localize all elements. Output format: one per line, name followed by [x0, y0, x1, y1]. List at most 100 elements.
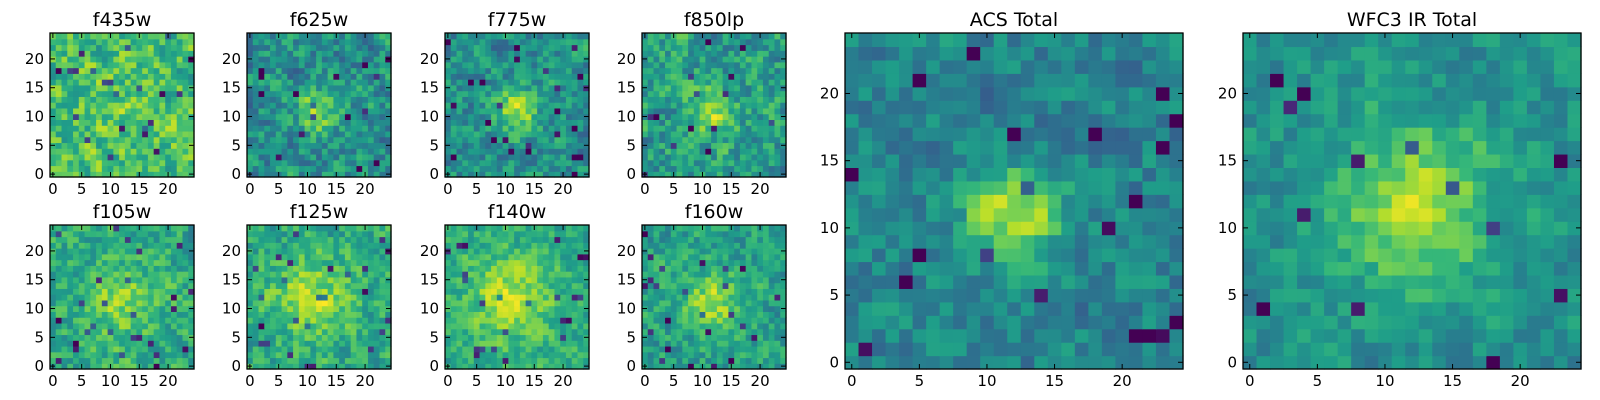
x-tick-label: 5 — [77, 372, 87, 390]
heatmap-cell — [722, 288, 729, 295]
heatmap-cell — [96, 148, 103, 155]
heatmap-cell — [670, 107, 678, 115]
heatmap-cell — [473, 56, 481, 63]
heatmap-cell — [462, 259, 469, 266]
heatmap-cell — [344, 276, 352, 284]
heatmap-cell — [293, 153, 300, 161]
heatmap-cell — [647, 79, 655, 86]
heatmap-cell — [73, 33, 80, 40]
heatmap-cell — [745, 363, 753, 370]
heatmap-cell — [762, 119, 770, 126]
heatmap-cell — [583, 153, 590, 161]
heatmap-cell — [327, 44, 334, 51]
heatmap-cell — [281, 340, 288, 347]
heatmap-cell — [542, 33, 550, 40]
heatmap-cell — [252, 102, 260, 109]
heatmap-cell — [281, 79, 288, 86]
heatmap-cell — [688, 56, 695, 63]
heatmap-cell — [281, 113, 288, 120]
heatmap-cell — [491, 153, 498, 161]
heatmap-cell — [176, 119, 184, 126]
heatmap-cell — [745, 305, 753, 312]
heatmap-cell — [107, 322, 114, 330]
heatmap-cell — [73, 294, 80, 301]
heatmap-cell — [373, 119, 381, 126]
heatmap-cell — [270, 282, 277, 289]
heatmap-cell — [264, 299, 271, 307]
heatmap-cell — [147, 136, 155, 144]
heatmap-cell — [728, 305, 735, 312]
y-tick-label: 10 — [420, 300, 439, 318]
heatmap-cell — [468, 33, 475, 40]
heatmap-cell — [502, 242, 509, 249]
heatmap-cell — [339, 96, 346, 103]
axes-frame — [444, 32, 590, 178]
heatmap-cell — [84, 259, 91, 266]
heatmap-cell — [258, 165, 265, 172]
heatmap-cell — [67, 236, 74, 243]
heatmap-cell — [491, 248, 498, 255]
heatmap-cell — [379, 351, 386, 359]
heatmap-cell — [525, 102, 532, 109]
heatmap-cell — [565, 351, 573, 359]
heatmap-cell — [670, 357, 678, 364]
heatmap-cell — [385, 271, 392, 278]
heatmap-cell — [61, 96, 68, 103]
heatmap-cell — [496, 113, 504, 120]
heatmap-cell — [130, 73, 137, 80]
heatmap-cell — [485, 288, 492, 295]
heatmap-cell — [542, 334, 550, 341]
heatmap-cell — [50, 136, 57, 144]
heatmap-cell — [519, 119, 527, 126]
heatmap-cell — [84, 153, 91, 161]
heatmap-cell — [182, 299, 189, 307]
heatmap-cell — [514, 230, 521, 238]
heatmap-cell — [745, 317, 753, 324]
heatmap-cell — [479, 38, 486, 46]
heatmap-cell — [496, 136, 504, 144]
heatmap-cell — [73, 125, 80, 132]
heatmap-cell — [514, 56, 521, 63]
heatmap-cell — [373, 317, 381, 324]
heatmap-cell — [647, 119, 655, 126]
heatmap-cell — [350, 294, 358, 301]
heatmap-cell — [385, 50, 392, 57]
heatmap-cell — [577, 153, 584, 161]
heatmap-cell — [96, 33, 103, 40]
heatmap-cell — [176, 79, 184, 86]
heatmap-cell — [642, 357, 649, 364]
heatmap-cell — [450, 340, 458, 347]
heatmap-cell — [554, 317, 561, 324]
heatmap-cell — [659, 44, 666, 51]
heatmap-cell — [339, 38, 346, 46]
heatmap-cell — [281, 84, 288, 92]
heatmap-cell — [113, 119, 120, 126]
heatmap-cell — [571, 322, 579, 330]
heatmap-cell — [356, 33, 363, 40]
heatmap-cell — [321, 294, 329, 301]
heatmap-cell — [147, 171, 155, 178]
heatmap-cell — [762, 334, 770, 341]
heatmap-cell — [682, 328, 689, 336]
heatmap-cell — [473, 236, 481, 243]
y-tick-label: 10 — [25, 300, 44, 318]
heatmap-cell — [485, 84, 492, 92]
heatmap-cell — [583, 90, 590, 97]
heatmap-cell — [682, 90, 689, 97]
heatmap-cell — [519, 282, 527, 289]
heatmap-cell — [577, 38, 584, 46]
heatmap-cell — [252, 259, 260, 266]
heatmap-cell — [304, 357, 311, 364]
heatmap-cell — [445, 38, 452, 46]
heatmap-cell — [367, 299, 375, 307]
heatmap-cell — [688, 33, 695, 40]
heatmap-cell — [124, 253, 132, 261]
heatmap-cell — [153, 265, 161, 272]
heatmap-cell — [84, 311, 91, 318]
heatmap-cell — [682, 340, 689, 347]
heatmap-cell — [379, 230, 386, 238]
heatmap-cell — [73, 44, 80, 51]
heatmap-cell — [142, 148, 149, 155]
heatmap-cell — [554, 125, 561, 132]
heatmap-cell — [519, 299, 527, 307]
